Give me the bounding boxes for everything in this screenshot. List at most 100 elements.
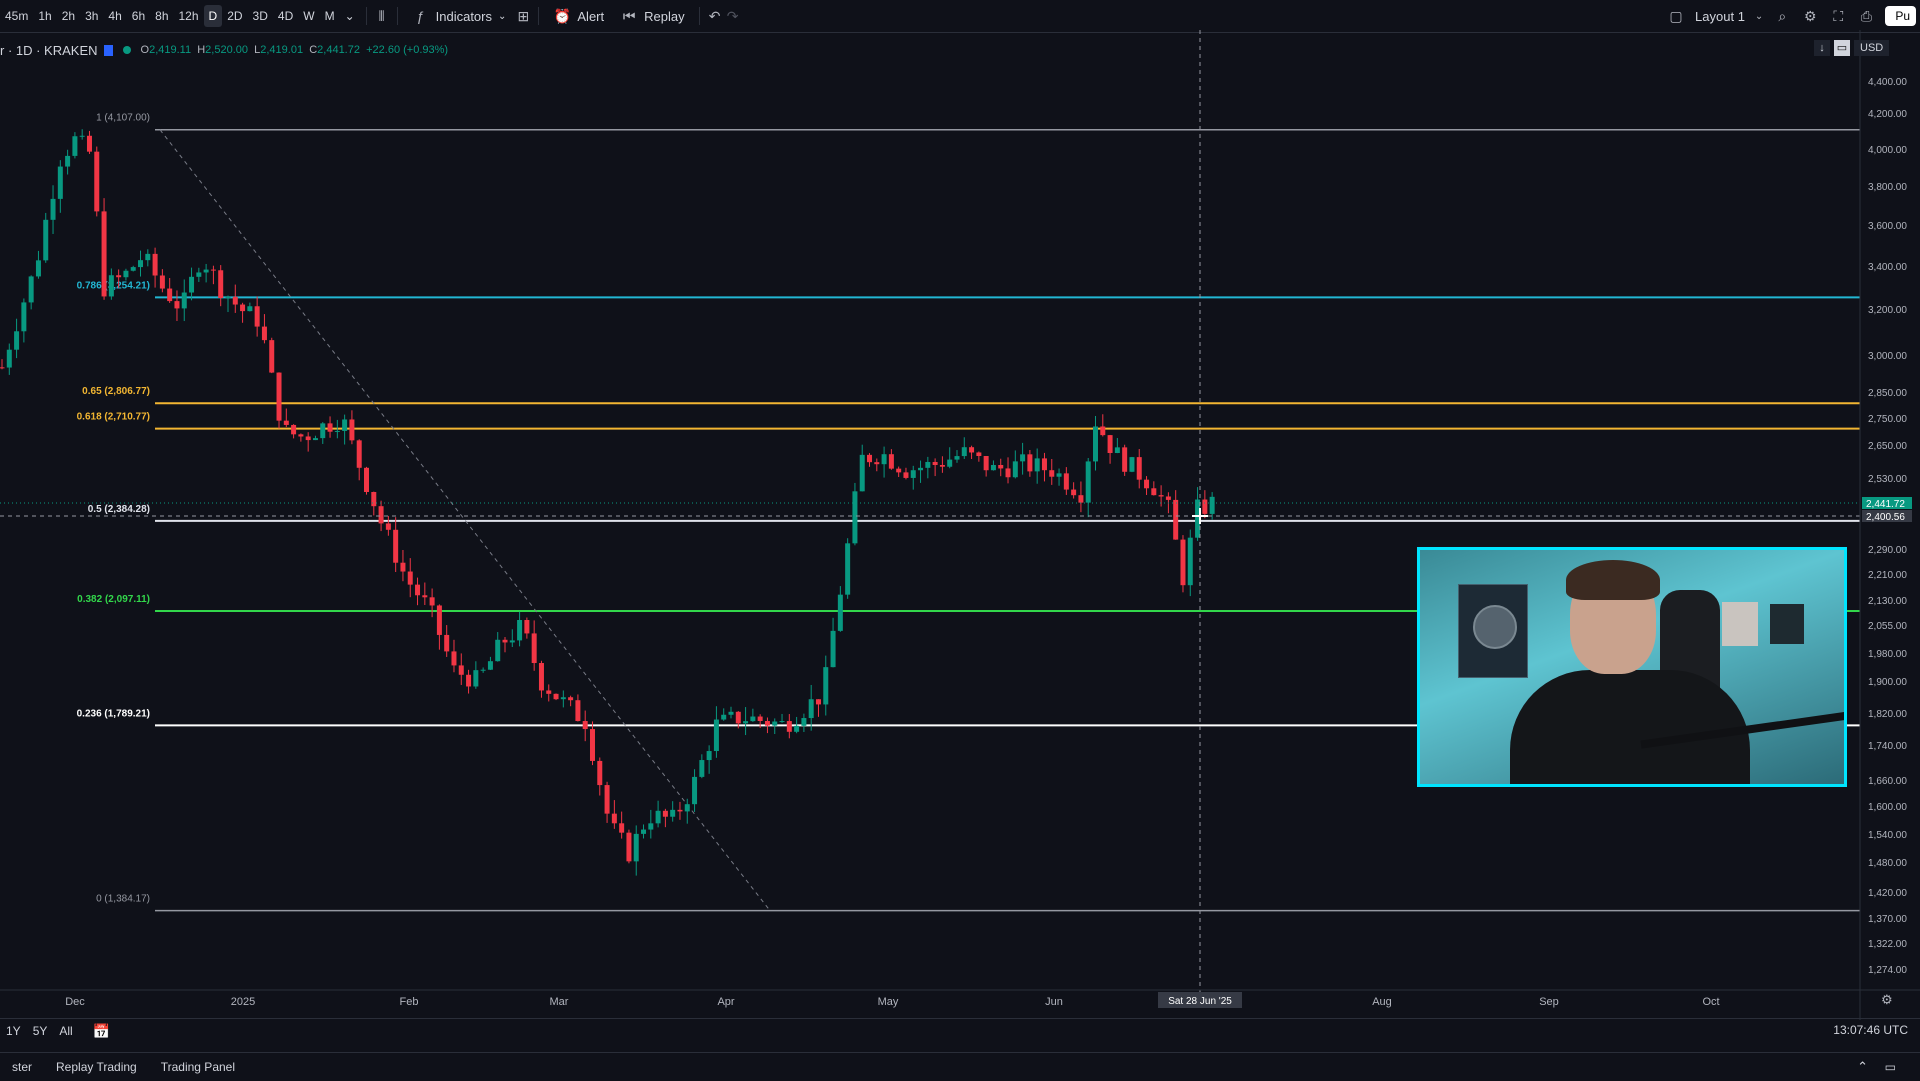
range-1y[interactable]: 1Y [6,1024,21,1038]
candle-body [837,594,843,631]
timeframe-2h[interactable]: 2h [61,9,76,23]
timeframe-dropdown-icon[interactable]: ⌄ [344,9,355,23]
flag-icon[interactable] [103,44,113,56]
candle-body [502,639,508,643]
candle-body [546,690,552,694]
settings-small-icon[interactable]: ⚙ [1881,992,1893,1007]
candle-body [429,597,435,606]
candle-body [677,809,683,812]
time-label: Mar [550,996,569,1008]
candle-body [808,699,814,719]
layout-square-icon[interactable]: ▢ [1669,7,1683,24]
currency-selector[interactable]: USD [1854,40,1890,56]
calendar-icon[interactable]: 📅 [92,1022,111,1039]
candle-body [327,423,333,432]
timeframe-3D[interactable]: 3D [252,9,268,23]
replay-button[interactable]: ⏮ Replay [612,3,692,29]
fullscreen-icon[interactable]: ⛶ [1833,7,1844,24]
price-axis-label: 1,820.00 [1868,709,1907,720]
maximize-panel-icon[interactable]: ▭ [1884,1060,1896,1074]
candle-body [845,543,851,595]
settings-gear-icon[interactable]: ⚙ [1804,7,1817,24]
fib-trend-line [159,129,771,911]
candle-body [553,693,559,700]
candle-body [662,810,668,817]
candle-body [1144,479,1150,489]
candle-body [684,804,690,812]
scale-icon[interactable]: ▭ [1834,40,1850,56]
timeframe-12h[interactable]: 12h [178,9,199,23]
publish-button[interactable]: Pu [1885,6,1916,26]
candle-body [57,166,63,199]
candle-body [225,296,231,298]
time-label: Sep [1539,996,1559,1008]
candle-body [874,462,880,465]
timeframe-8h[interactable]: 8h [155,9,169,23]
candle-style-icon[interactable]: ⫴ [378,7,385,24]
candle-body [794,725,800,732]
candle-body [1078,495,1084,503]
bottom-panel-tabs: ster Replay Trading Trading Panel ⌃ ▭ [0,1052,1920,1081]
indicators-button[interactable]: ƒ Indicators ⌄ [404,3,515,29]
candle-body [568,697,574,701]
price-axis-label: 1,600.00 [1868,802,1907,813]
candle-body [116,275,122,278]
timeframe-D[interactable]: D [203,5,223,27]
fib-level-label: 1 (4,107.00) [96,113,150,124]
candle-body [247,306,253,312]
price-axis-label: 1,980.00 [1868,649,1907,660]
candle-body [1173,499,1179,540]
quick-search-icon[interactable]: ⌕ [1778,7,1787,24]
tab-trading-panel[interactable]: Trading Panel [160,1060,236,1074]
candle-body [123,270,129,278]
alert-button[interactable]: ⏰ Alert [545,3,612,29]
change-value: +22.60 (+0.93%) [366,44,449,56]
symbol-title[interactable]: r · 1D · KRAKEN [0,42,98,58]
undo-icon[interactable]: ↶ [708,7,721,24]
redo-icon[interactable]: ↷ [726,7,739,24]
range-5y[interactable]: 5Y [32,1024,48,1038]
time-label: Dec [65,996,85,1008]
price-chart[interactable]: Dec 2025 Feb Mar Apr May Jun Aug Sep Oct 4,400.00 4… [0,30,1920,1020]
candle-body [35,260,41,277]
tab-list: ster Replay Trading Trading Panel [0,1060,247,1074]
tab-ster[interactable]: ster [12,1060,33,1074]
templates-grid-icon[interactable]: ⊞ [517,7,530,24]
candle-body [312,438,318,441]
range-list: 1Y 5Y All [0,1024,79,1038]
candle-body [641,829,647,834]
candle-body [283,420,289,425]
candle-body [896,468,902,473]
current-price-label: 2,441.72 [1866,499,1905,510]
candle-body [1151,488,1157,496]
timeframe-3h[interactable]: 3h [85,9,99,23]
indicators-icon: ƒ [416,8,425,24]
tab-replay-trading[interactable]: Replay Trading [56,1060,137,1074]
candle-body [633,833,639,862]
timeframe-4h[interactable]: 4h [108,9,122,23]
clock-utc[interactable]: 13:07:46 UTC [1833,1023,1908,1037]
download-icon[interactable]: ↓ [1814,40,1830,56]
candle-body [261,326,267,341]
layout-label[interactable]: Layout 1 [1695,8,1745,24]
timeframe-6h[interactable]: 6h [131,9,146,23]
chevron-down-icon[interactable]: ⌄ [1754,10,1764,22]
collapse-chevron-icon[interactable]: ⌃ [1857,1059,1868,1074]
candle-body [815,699,821,705]
range-all[interactable]: All [59,1024,73,1038]
candle-body [961,447,967,457]
timeframe-4D[interactable]: 4D [277,9,294,23]
timeframe-2D[interactable]: 2D [227,9,243,23]
timeframe-M[interactable]: M [324,9,335,23]
candle-body [400,562,406,572]
timeframe-1h[interactable]: 1h [38,9,52,23]
time-label: Feb [400,996,419,1008]
candle-body [589,729,595,761]
candle-body [422,595,428,598]
timeframe-W[interactable]: W [303,9,315,23]
candle-body [969,447,975,453]
candle-body [451,651,457,666]
camera-snapshot-icon[interactable]: ⎙ [1860,7,1872,24]
timeframe-45m[interactable]: 45m [5,9,29,23]
candle-body [1063,473,1069,490]
